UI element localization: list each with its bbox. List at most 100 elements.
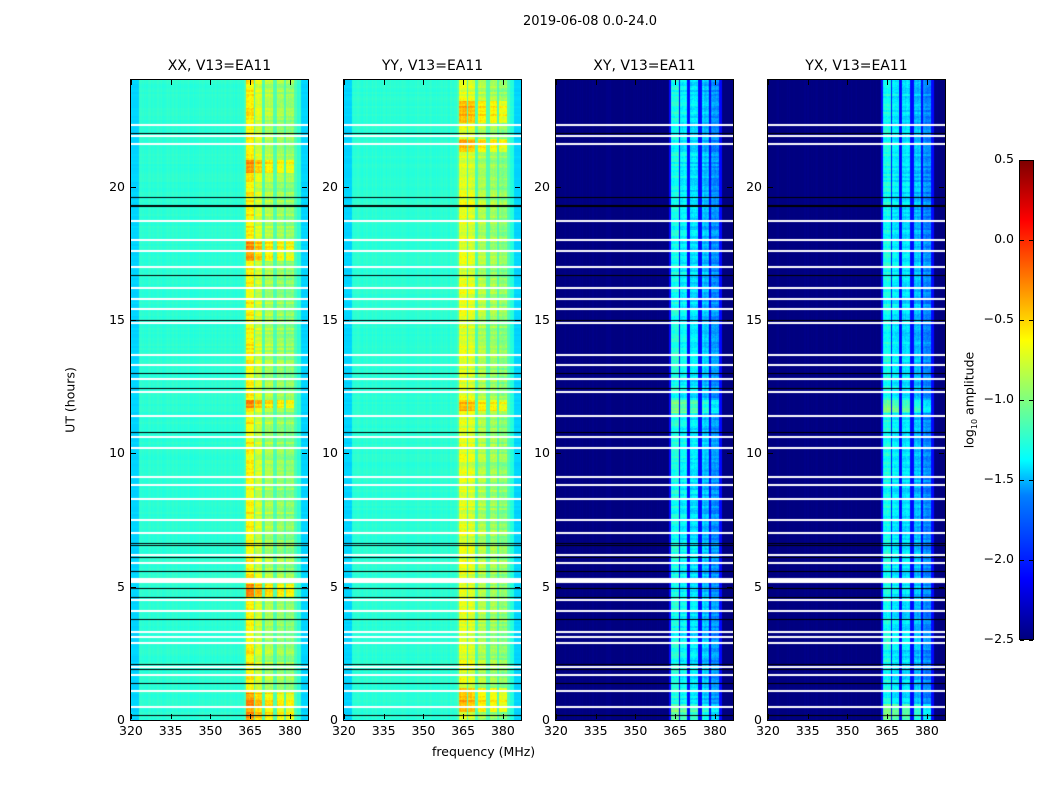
y-tick xyxy=(556,186,561,188)
x-tick xyxy=(768,80,769,85)
y-tick-label: 10 xyxy=(109,445,125,461)
y-tick xyxy=(515,586,520,588)
x-tick-label: 380 xyxy=(277,723,302,738)
y-tick-label: 15 xyxy=(109,312,125,327)
y-tick xyxy=(344,453,349,455)
colorbar-tick xyxy=(1020,240,1024,241)
x-tick xyxy=(635,714,637,719)
y-tick xyxy=(344,186,349,188)
x-tick xyxy=(463,80,465,85)
x-tick xyxy=(289,714,291,719)
x-tick-label: 335 xyxy=(583,723,608,738)
x-tick xyxy=(289,80,291,85)
y-tick xyxy=(302,453,307,455)
y-tick xyxy=(344,586,349,588)
y-tick xyxy=(515,720,520,721)
y-tick xyxy=(768,453,773,455)
y-tick-label: 5 xyxy=(542,578,550,594)
colorbar-tick-label: 0.5 xyxy=(994,151,1014,166)
x-tick xyxy=(635,80,637,85)
y-tick-label: 15 xyxy=(746,312,762,327)
x-tick xyxy=(556,714,557,719)
y-tick xyxy=(768,586,773,588)
y-tick xyxy=(302,186,307,188)
waterfall-heatmap xyxy=(344,80,521,720)
colorbar-tick-label: −0.5 xyxy=(983,311,1014,326)
x-tick xyxy=(423,714,425,719)
y-tick xyxy=(939,186,944,188)
y-tick-label: 20 xyxy=(322,178,338,194)
y-tick xyxy=(302,586,307,588)
waterfall-heatmap xyxy=(556,80,733,720)
x-tick xyxy=(210,80,212,85)
colorbar xyxy=(1019,160,1034,641)
y-tick-label: 0 xyxy=(330,712,338,727)
x-tick xyxy=(383,80,385,85)
y-tick xyxy=(344,320,349,321)
y-tick xyxy=(344,720,349,721)
y-tick-label: 5 xyxy=(117,578,125,594)
x-tick xyxy=(675,80,677,85)
y-tick xyxy=(768,720,773,721)
x-tick xyxy=(170,714,172,719)
colorbar-tick-label: −1.0 xyxy=(983,391,1014,406)
panel-title: XY, V13=EA11 xyxy=(593,58,696,74)
colorbar-tick xyxy=(1029,640,1033,641)
colorbar-tick xyxy=(1020,320,1024,321)
x-tick xyxy=(502,80,504,85)
y-tick-label: 5 xyxy=(330,578,338,594)
y-tick-label: 20 xyxy=(109,178,125,194)
y-tick xyxy=(302,720,307,721)
y-tick-label: 0 xyxy=(117,712,125,727)
x-tick xyxy=(344,80,345,85)
y-tick-label: 0 xyxy=(754,712,762,727)
x-tick-label: 320 xyxy=(332,723,356,738)
x-tick xyxy=(383,714,385,719)
y-tick-label: 20 xyxy=(534,178,550,194)
x-tick xyxy=(423,80,425,85)
y-tick-label: 10 xyxy=(746,445,762,461)
x-tick xyxy=(847,80,849,85)
y-tick xyxy=(727,586,732,588)
x-tick xyxy=(556,80,557,85)
y-tick xyxy=(727,186,732,188)
figure-title: 2019-06-08 0.0-24.0 xyxy=(523,14,657,29)
y-tick xyxy=(939,720,944,721)
y-tick-label: 15 xyxy=(322,312,338,327)
x-tick xyxy=(595,714,597,719)
x-tick xyxy=(131,714,132,719)
x-tick xyxy=(714,80,716,85)
x-tick xyxy=(714,714,716,719)
y-tick xyxy=(556,453,561,455)
y-tick xyxy=(131,720,136,721)
x-tick-label: 380 xyxy=(490,723,515,738)
x-tick-label: 365 xyxy=(451,723,476,738)
colorbar-tick-label: −2.5 xyxy=(983,631,1014,646)
panel-xx: XX, V13=EA11 320 335 350 365 380 0 5 10 15 20 xyxy=(109,58,309,738)
colorbar-tick-label: −2.0 xyxy=(983,551,1014,566)
y-tick-label: 0 xyxy=(542,712,550,727)
panel-title: YY, V13=EA11 xyxy=(381,58,484,74)
y-tick xyxy=(515,453,520,455)
y-tick xyxy=(768,320,773,321)
y-axis-label: UT (hours) xyxy=(62,367,78,433)
x-tick xyxy=(595,80,597,85)
colorbar-tick xyxy=(1029,160,1033,161)
waterfall-heatmap xyxy=(131,80,308,720)
y-tick xyxy=(131,586,136,588)
y-tick xyxy=(131,320,136,321)
y-tick-label: 10 xyxy=(534,445,550,461)
y-tick xyxy=(768,186,773,188)
x-tick xyxy=(463,714,465,719)
y-tick xyxy=(939,453,944,455)
x-tick-label: 380 xyxy=(702,723,727,738)
panel-title: XX, V13=EA11 xyxy=(167,58,272,74)
y-tick xyxy=(939,320,944,321)
x-tick xyxy=(926,80,928,85)
x-tick xyxy=(807,714,809,719)
colorbar-tick xyxy=(1020,480,1024,481)
x-tick-label: 365 xyxy=(875,723,900,738)
colorbar-label: log10 amplitude xyxy=(961,351,979,449)
y-tick-label: 20 xyxy=(746,178,762,194)
